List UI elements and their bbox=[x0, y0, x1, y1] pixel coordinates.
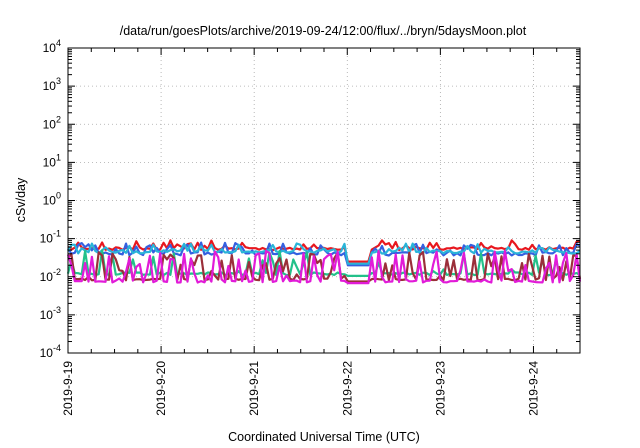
y-tick-label: 101 bbox=[43, 152, 61, 169]
x-tick-label: 2019-9-21 bbox=[247, 361, 261, 416]
y-tick-label: 103 bbox=[43, 76, 61, 93]
y-tick-label: 10-2 bbox=[40, 267, 61, 284]
x-axis-label: Coordinated Universal Time (UTC) bbox=[228, 430, 420, 444]
chart-title: /data/run/goesPlots/archive/2019-09-24/1… bbox=[120, 24, 527, 38]
x-tick-label: 2019-9-20 bbox=[154, 361, 168, 416]
y-axis-label: cSv/day bbox=[14, 177, 28, 222]
y-tick-label: 100 bbox=[43, 191, 61, 208]
grid bbox=[68, 48, 580, 353]
x-tick-label: 2019-9-19 bbox=[61, 361, 75, 416]
x-tick-label: 2019-9-22 bbox=[340, 361, 354, 416]
x-axis: 2019-9-19 2019-9-20 2019-9-21 2019-9-22 2019… bbox=[61, 48, 581, 416]
y-tick-label: 10-3 bbox=[40, 305, 61, 322]
series-group bbox=[66, 239, 582, 285]
series-line-6 bbox=[66, 249, 582, 285]
y-tick-label: 10-4 bbox=[40, 343, 61, 360]
x-tick-label: 2019-9-24 bbox=[526, 361, 540, 416]
y-tick-label: 102 bbox=[43, 114, 61, 131]
x-tick-label: 2019-9-23 bbox=[433, 361, 447, 416]
y-axis: 10-4 10-3 10-2 10-1 100 101 102 103 104 bbox=[40, 38, 580, 360]
y-tick-label: 104 bbox=[43, 38, 61, 55]
y-tick-label: 10-1 bbox=[40, 229, 61, 246]
